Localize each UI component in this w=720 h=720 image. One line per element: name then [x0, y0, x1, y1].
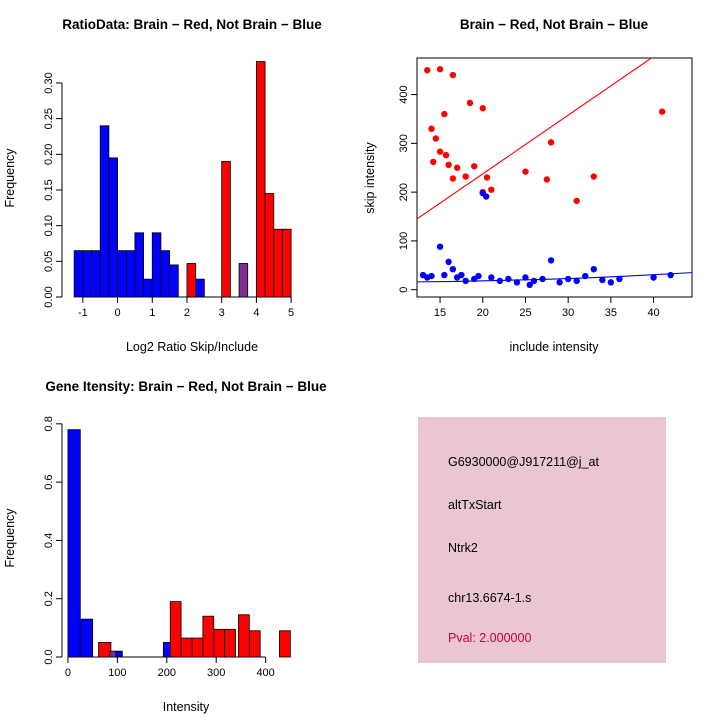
svg-text:2: 2 [184, 307, 190, 319]
gene-histogram-title: Gene Itensity: Brain − Red, Not Brain − … [45, 379, 327, 394]
svg-text:1: 1 [149, 307, 155, 319]
gene-histogram-plot-area: 0 100 200 300 400 0.0 0.2 0.4 0.6 0.8 [43, 416, 291, 679]
svg-text:0.6: 0.6 [43, 474, 55, 489]
svg-text:0.0: 0.0 [43, 649, 55, 664]
gene-name-text: Ntrk2 [448, 541, 478, 555]
svg-text:0: 0 [398, 287, 410, 293]
svg-text:0.00: 0.00 [43, 286, 55, 307]
svg-text:15: 15 [434, 307, 446, 319]
gene-histogram-xlabel: Intensity [163, 700, 210, 714]
ratio-histogram-title: RatioData: Brain − Red, Not Brain − Blue [62, 17, 322, 32]
svg-text:300: 300 [207, 667, 225, 679]
gene-histogram-panel: 0 100 200 300 400 0.0 0.2 0.4 0.6 0.8 Gene Itensi… [0, 360, 360, 720]
gene-histogram-ylabel: Frequency [3, 508, 17, 568]
ratio-histogram-xlabel: Log2 Ratio Skip/Include [126, 340, 258, 354]
svg-text:3: 3 [219, 307, 225, 319]
svg-text:0.4: 0.4 [43, 533, 55, 548]
svg-text:-1: -1 [78, 307, 88, 319]
scatter-title: Brain − Red, Not Brain − Blue [460, 17, 649, 32]
svg-text:5: 5 [288, 307, 294, 319]
svg-text:200: 200 [398, 183, 410, 201]
svg-text:0: 0 [114, 307, 120, 319]
ratio-histogram-plot-area: -1 0 1 2 3 4 5 0.00 0.05 0.10 0.15 0.20 0.25 0.30 [43, 61, 294, 319]
svg-text:0.8: 0.8 [43, 416, 55, 431]
svg-text:0.05: 0.05 [43, 251, 55, 272]
svg-text:0: 0 [65, 667, 71, 679]
scatter-ylabel: skip intensity [363, 141, 377, 213]
svg-text:35: 35 [605, 307, 617, 319]
location-text: chr13.6674-1.s [448, 591, 532, 605]
svg-text:0.15: 0.15 [43, 179, 55, 200]
svg-text:300: 300 [398, 134, 410, 152]
svg-text:40: 40 [647, 307, 659, 319]
svg-text:0.10: 0.10 [43, 215, 55, 236]
gene-histogram-chart: 0 100 200 300 400 0.0 0.2 0.4 0.6 0.8 Gene Itensi… [3, 379, 327, 714]
ratio-histogram-ylabel: Frequency [3, 148, 17, 208]
ratio-histogram-panel: -1 0 1 2 3 4 5 0.00 0.05 0.10 0.15 0.20 0.25 0.30 Rat… [0, 0, 360, 360]
svg-text:400: 400 [256, 667, 274, 679]
event-type-text: altTxStart [448, 498, 502, 512]
probe-id-text: G6930000@J917211@j_at [448, 455, 599, 469]
svg-text:200: 200 [158, 667, 176, 679]
svg-text:4: 4 [253, 307, 259, 319]
svg-text:20: 20 [477, 307, 489, 319]
svg-text:100: 100 [108, 667, 126, 679]
scatter-panel: 15 20 25 30 35 40 0 100 200 300 400 Brain − Red, N… [360, 0, 720, 360]
ratio-histogram-chart: -1 0 1 2 3 4 5 0.00 0.05 0.10 0.15 0.20 0.25 0.30 Rat… [3, 17, 322, 354]
svg-text:0.2: 0.2 [43, 591, 55, 606]
svg-text:30: 30 [562, 307, 574, 319]
scatter-xlabel: include intensity [510, 340, 600, 354]
svg-text:0.25: 0.25 [43, 108, 55, 129]
gene-info-box: G6930000@J917211@j_at altTxStart Ntrk2 c… [418, 417, 666, 663]
svg-text:25: 25 [519, 307, 531, 319]
svg-text:400: 400 [398, 85, 410, 103]
svg-text:0.20: 0.20 [43, 144, 55, 165]
svg-text:100: 100 [398, 232, 410, 250]
info-panel: G6930000@J917211@j_at altTxStart Ntrk2 c… [360, 360, 720, 720]
svg-text:0.30: 0.30 [43, 72, 55, 93]
pval-text: Pval: 2.000000 [448, 631, 532, 645]
